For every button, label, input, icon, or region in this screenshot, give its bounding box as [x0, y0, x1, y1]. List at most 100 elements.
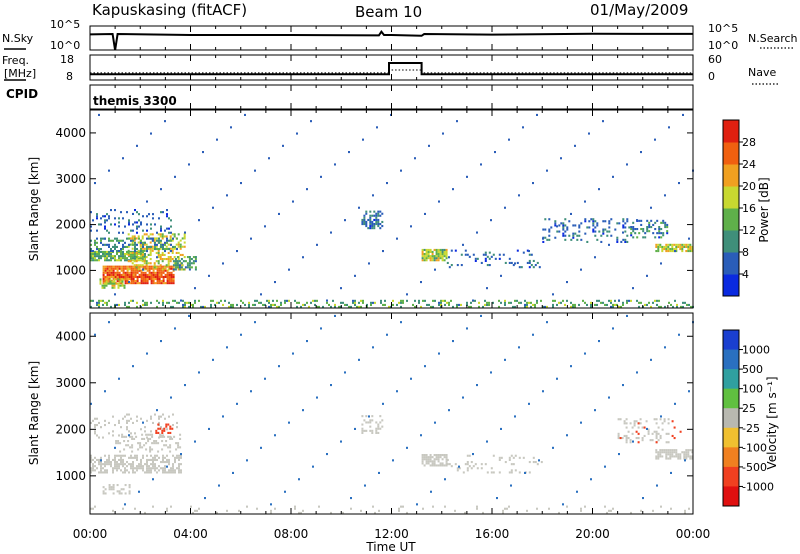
time-tick-label: 00:00: [73, 527, 108, 541]
velocity-cell: [647, 430, 650, 433]
power-cell: [168, 301, 170, 304]
power-cell: [636, 228, 639, 231]
power-cell: [514, 299, 516, 302]
power-cell: [480, 163, 482, 166]
velocity-cell: [114, 446, 116, 449]
velocity-cell: [169, 444, 172, 447]
velocity-cell: [661, 449, 664, 452]
power-cell: [656, 219, 659, 222]
power-cell: [128, 265, 131, 268]
velocity-colorbar-segment: [723, 408, 739, 429]
velocity-cell: [100, 467, 102, 470]
velocity-cell: [312, 465, 314, 468]
power-cell: [687, 250, 690, 253]
power-cell: [478, 301, 480, 304]
range-tick-label: 4000: [55, 126, 86, 140]
power-cell: [138, 213, 140, 216]
power-cell: [172, 299, 174, 302]
power-cell: [161, 253, 164, 256]
power-cell: [174, 262, 177, 265]
velocity-cell: [610, 509, 612, 512]
velocity-cell: [110, 461, 112, 464]
power-cell: [192, 260, 195, 263]
power-cell: [194, 258, 197, 261]
velocity-cell: [604, 465, 606, 468]
power-cell: [152, 273, 155, 276]
velocity-cell: [162, 471, 164, 474]
power-cell: [665, 243, 668, 246]
power-cell: [270, 303, 272, 306]
velocity-cell: [508, 471, 511, 474]
power-cell: [228, 305, 230, 308]
power-cell: [126, 237, 128, 240]
power-cell: [110, 273, 113, 276]
power-cell: [102, 250, 104, 253]
power-cell: [169, 237, 172, 240]
power-cell: [166, 273, 169, 276]
velocity-cell: [367, 421, 370, 424]
power-cell: [354, 301, 356, 304]
velocity-cell: [145, 448, 148, 451]
velocity-cell: [90, 469, 92, 472]
power-cell: [272, 299, 274, 302]
velocity-cell: [127, 440, 130, 443]
power-cell: [170, 271, 173, 274]
power-cell: [602, 232, 605, 235]
power-cell: [128, 243, 130, 246]
power-cell: [691, 248, 694, 251]
power-cell: [562, 224, 565, 227]
velocity-cell: [683, 451, 686, 454]
velocity-cell: [622, 384, 624, 387]
power-cell: [554, 222, 557, 225]
power-cell: [158, 239, 160, 242]
power-cell: [170, 282, 173, 285]
power-cell: [112, 239, 114, 242]
velocity-cell: [504, 507, 506, 510]
velocity-cell: [146, 469, 148, 472]
power-cell: [170, 250, 172, 253]
power-cell: [172, 280, 175, 283]
power-cell: [616, 222, 619, 225]
power-cell: [152, 265, 155, 268]
power-cell: [431, 253, 434, 256]
velocity-cell: [174, 469, 176, 472]
velocity-cell: [510, 471, 513, 474]
velocity-cell: [683, 453, 686, 456]
power-cell: [168, 227, 170, 230]
power-cell: [166, 301, 168, 304]
power-cell: [400, 301, 402, 304]
power-cell: [258, 301, 260, 304]
power-cell: [166, 227, 168, 230]
power-cell: [110, 265, 113, 268]
power-cell: [175, 251, 178, 254]
power-cell: [558, 230, 561, 233]
range-tick-label: 4000: [55, 329, 86, 343]
power-cell: [363, 218, 366, 221]
power-cell: [302, 256, 304, 259]
velocity-cell: [510, 454, 513, 457]
power-cell: [188, 262, 191, 265]
power-cell: [650, 206, 652, 209]
power-cell: [396, 303, 398, 306]
power-cell: [129, 243, 132, 246]
velocity-cell: [96, 434, 98, 437]
power-cell: [439, 257, 442, 260]
power-cell: [626, 301, 628, 304]
power-cell: [124, 280, 127, 283]
power-cell: [150, 282, 153, 285]
power-cell: [154, 245, 156, 248]
velocity-cell: [532, 333, 534, 336]
velocity-cell: [163, 427, 166, 430]
power-cell: [172, 273, 175, 276]
power-cell: [126, 275, 129, 278]
power-cell: [188, 301, 190, 304]
power-cell: [441, 259, 444, 262]
power-cell: [624, 238, 627, 241]
power-cell: [648, 230, 651, 233]
velocity-cell: [154, 463, 156, 466]
velocity-cell: [163, 435, 166, 438]
power-cell: [114, 217, 116, 220]
power-cell: [658, 226, 661, 229]
power-cell: [616, 303, 618, 306]
velocity-cell: [655, 434, 658, 437]
